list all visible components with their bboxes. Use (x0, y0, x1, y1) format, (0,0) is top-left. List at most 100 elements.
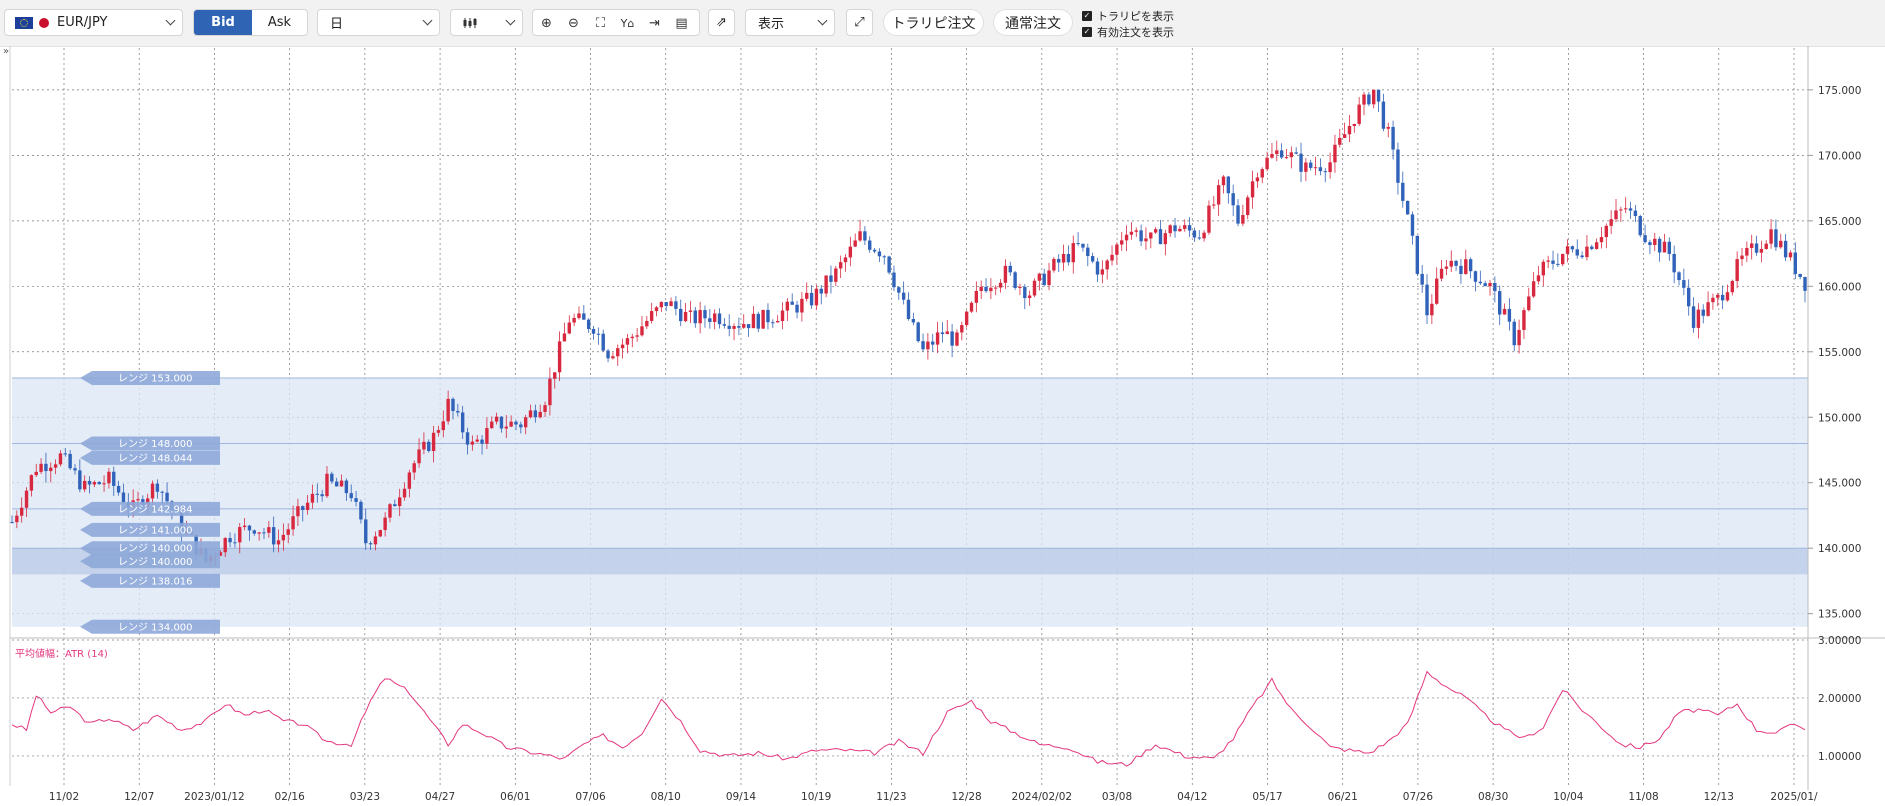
candle-body (1667, 241, 1672, 254)
candle-body (446, 398, 450, 422)
candle-body (1735, 259, 1739, 281)
document-icon[interactable]: ▤ (675, 16, 688, 31)
candle-body (591, 328, 596, 334)
candle-body (1381, 101, 1386, 129)
candle-body (664, 302, 668, 306)
candle-body (271, 527, 276, 545)
candle-body (1745, 247, 1749, 256)
candle-body (945, 331, 949, 335)
show-active-orders-checkbox[interactable]: ✓ 有効注文を表示 (1082, 24, 1174, 40)
candle-body (1008, 265, 1012, 273)
candle-body (436, 430, 441, 433)
candle-body (1488, 283, 1492, 287)
candle-body (1299, 153, 1303, 172)
range-order-tag (80, 450, 220, 465)
candle-body (325, 473, 329, 497)
candle-body (979, 286, 983, 291)
candle-body (485, 428, 489, 444)
add-indicator-button[interactable]: ⇗ (708, 9, 735, 36)
candle-body (1779, 240, 1783, 248)
candle-body (1027, 295, 1032, 299)
candle-body (1556, 263, 1560, 265)
candle-body (994, 287, 998, 289)
candle-body (1086, 247, 1090, 257)
candle-body (1604, 225, 1609, 238)
add-indicator-icon: ⇗ (716, 15, 727, 30)
candle-body (1619, 209, 1623, 211)
candle-body (19, 507, 24, 516)
candle-body (1590, 246, 1594, 249)
timeframe-select[interactable]: 日 (317, 9, 440, 36)
show-trailing-checkbox[interactable]: ✓ トラリピを表示 (1082, 8, 1174, 24)
candle-body (1716, 294, 1720, 298)
candle-body (921, 341, 925, 350)
candle-body (557, 341, 562, 373)
candle-body (1609, 219, 1613, 226)
candle-body (1396, 149, 1400, 183)
expand-button[interactable]: ⤢ (846, 9, 873, 36)
x-tick-label: 12/28 (951, 791, 981, 803)
candle-body (809, 292, 814, 306)
candle-body (1420, 273, 1424, 285)
candle-body (39, 463, 43, 472)
jp-flag-icon (39, 17, 49, 28)
candle-body (572, 317, 576, 323)
candle-body (1473, 271, 1478, 282)
candle-body (1386, 126, 1390, 129)
candle-body (1216, 185, 1221, 205)
collapse-panel-button[interactable]: » (3, 46, 10, 57)
candle-body (92, 482, 97, 485)
candle-body (824, 275, 828, 294)
candle-body (969, 302, 974, 312)
x-tick-label: 2024/02/02 (1012, 791, 1073, 803)
candle-body (339, 480, 344, 487)
display-select[interactable]: 表示 (745, 9, 835, 36)
jump-latest-icon[interactable]: ⇥ (649, 16, 660, 31)
fit-icon[interactable]: ⛶ (595, 16, 606, 31)
candle-body (1769, 229, 1773, 244)
candle-body (984, 286, 988, 292)
chart-type-select[interactable] (450, 9, 523, 36)
candle-body (460, 412, 465, 433)
candle-body (494, 416, 499, 422)
range-order-label: レンジ 148.044 (118, 453, 193, 464)
candle-body (780, 310, 785, 322)
candle-body (1032, 280, 1037, 296)
candle-body (1536, 275, 1541, 282)
symbol-select[interactable]: EUR/JPY (4, 9, 183, 36)
candle-body (1120, 240, 1124, 245)
candle-body (611, 356, 615, 359)
candle-body (897, 287, 901, 293)
candle-body (116, 485, 121, 493)
ask-button[interactable]: Ask (267, 15, 292, 30)
zoom-in-icon[interactable]: ⊕ (541, 16, 552, 31)
candle-body (523, 417, 528, 428)
normal-order-button[interactable]: 通常注文 (993, 9, 1073, 36)
candle-body (1338, 137, 1342, 145)
candle-body (543, 405, 547, 412)
atr-y-tick-label: 1.00000 (1818, 751, 1861, 763)
candle-body (1178, 228, 1182, 232)
candle-body (645, 320, 649, 327)
x-tick-label: 10/19 (801, 791, 831, 803)
crosshair-lock-icon[interactable]: Y⌂ (620, 17, 635, 30)
candle-body (1023, 286, 1027, 299)
symbol-label: EUR/JPY (57, 15, 108, 30)
candle-body (538, 411, 542, 418)
candle-body (1570, 246, 1575, 250)
bid-button[interactable]: Bid (194, 10, 252, 35)
candle-body (1435, 278, 1439, 304)
candle-body (242, 525, 247, 528)
candle-body (1100, 269, 1105, 275)
range-order-tag (80, 522, 220, 537)
candle-body (1575, 249, 1579, 256)
trailing-order-button[interactable]: トラリピ注文 (883, 9, 984, 36)
y-tick-label: 140.000 (1818, 543, 1861, 555)
zoom-out-icon[interactable]: ⊖ (568, 16, 579, 31)
candle-body (136, 499, 140, 501)
candle-body (49, 467, 53, 472)
candle-body (863, 231, 867, 241)
candle-body (528, 410, 533, 418)
candle-body (451, 398, 455, 411)
